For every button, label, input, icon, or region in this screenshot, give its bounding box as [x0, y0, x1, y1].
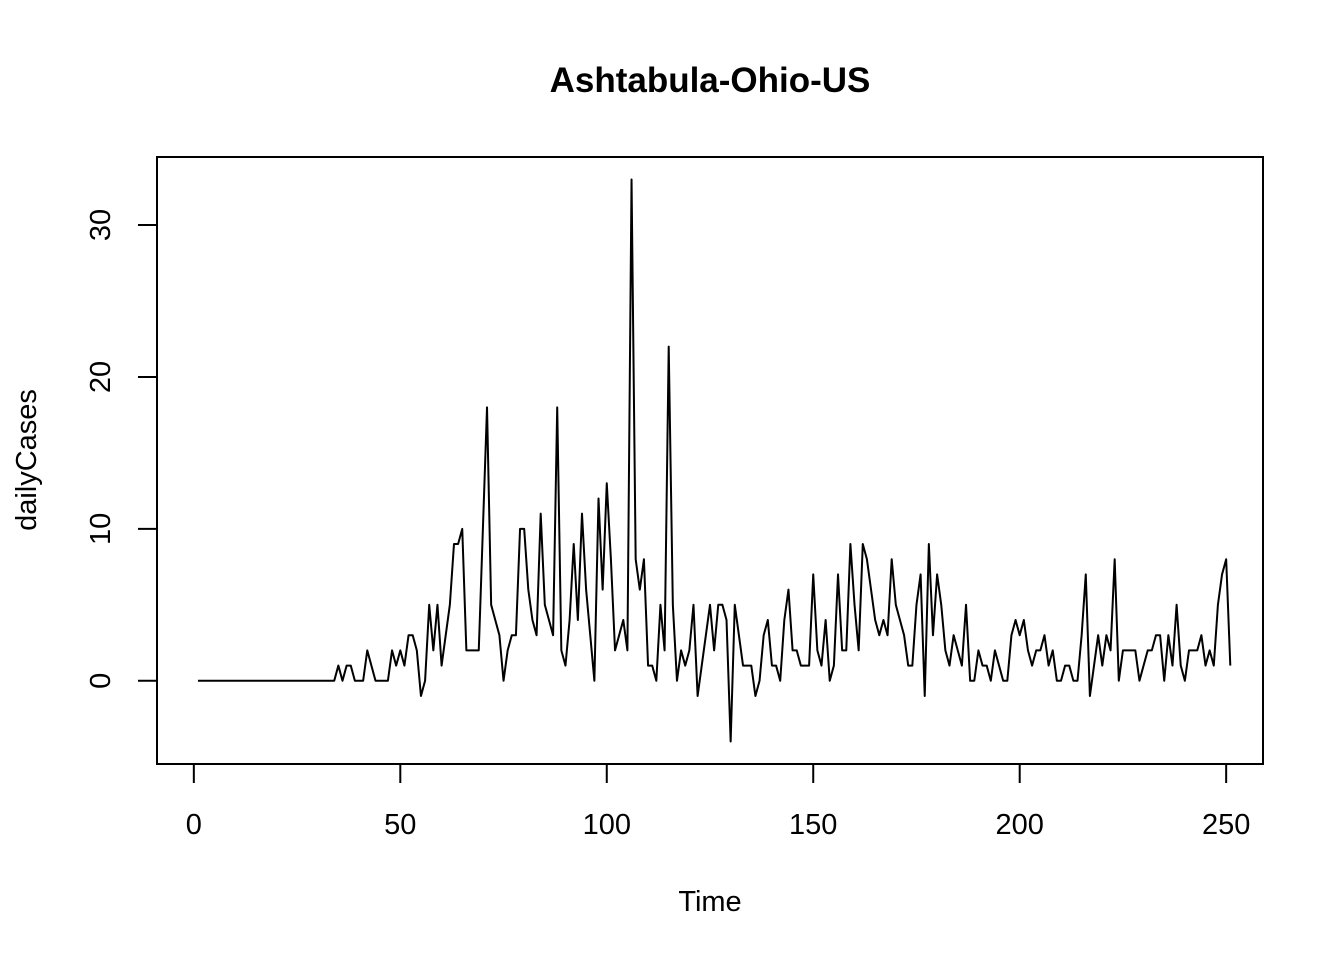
- x-tick-label: 100: [583, 809, 631, 841]
- x-tick-label: 150: [789, 809, 837, 841]
- y-tick-label: 20: [85, 361, 117, 393]
- x-tick-label: 250: [1202, 809, 1250, 841]
- y-tick-label: 30: [85, 209, 117, 241]
- x-tick-label: 0: [186, 809, 202, 841]
- x-tick-label: 200: [996, 809, 1044, 841]
- x-tick-label: 50: [384, 809, 416, 841]
- y-tick-label: 0: [85, 673, 117, 689]
- y-axis: 0 10 20 30: [85, 209, 158, 689]
- x-axis-label: Time: [678, 886, 741, 918]
- chart-title: Ashtabula-Ohio-US: [550, 61, 871, 100]
- plot-frame: [156, 156, 1264, 765]
- x-axis: 0 50 100 150 200 250: [186, 763, 1250, 841]
- y-axis-label: dailyCases: [11, 389, 43, 531]
- series-line-dailycases: [197, 178, 1232, 743]
- y-tick-label: 10: [85, 513, 117, 545]
